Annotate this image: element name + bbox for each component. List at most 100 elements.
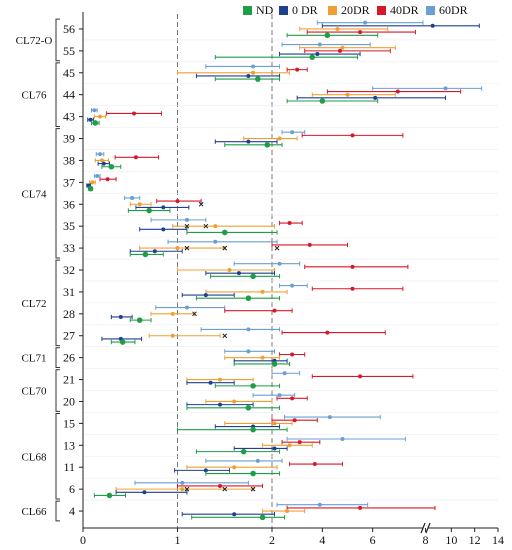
- point-31-40DR: [350, 286, 355, 291]
- point-13-60DR: [340, 436, 345, 441]
- point-44-40DR: [395, 89, 400, 94]
- x-marker: [184, 245, 190, 251]
- point-32-20DR: [227, 268, 232, 272]
- row-label-27: 27: [63, 329, 75, 343]
- x-tick-label: 4: [319, 533, 325, 547]
- row-label-44: 44: [63, 88, 75, 102]
- x-marker: [184, 486, 190, 492]
- point-35-60DR: [184, 217, 189, 222]
- point-26-60DR: [246, 349, 251, 354]
- point-56-40DR: [358, 30, 363, 35]
- point-43-ND: [92, 120, 99, 126]
- plot-marks: [86, 20, 483, 521]
- row-label-21: 21: [63, 373, 75, 387]
- point-55-0DR: [315, 52, 320, 57]
- point-44-20DR: [345, 92, 350, 97]
- point-36-40DR: [175, 199, 180, 204]
- point-21-40DR: [358, 374, 363, 379]
- x-markers: [184, 201, 280, 492]
- point-13-ND: [240, 448, 247, 455]
- x-tick-label: 2: [269, 533, 275, 547]
- legend-label-40DR: 40DR: [390, 3, 419, 17]
- point-6-60DR: [180, 480, 185, 485]
- point-55-60DR: [317, 42, 322, 47]
- legend-swatch-0DR: [279, 6, 288, 15]
- point-56-60DR: [363, 20, 368, 25]
- point-26-20DR: [260, 355, 265, 360]
- point-28-0DR: [118, 314, 123, 319]
- point-11-0DR: [203, 468, 208, 473]
- point-27-40DR: [325, 330, 330, 335]
- point-32-60DR: [277, 261, 282, 266]
- point-56-ND: [324, 32, 331, 39]
- point-26-ND: [271, 361, 278, 367]
- row-label-55: 55: [63, 44, 75, 58]
- point-35-40DR: [287, 221, 292, 226]
- row-label-32: 32: [63, 263, 75, 277]
- row-label-35: 35: [63, 219, 75, 233]
- x-marker: [222, 333, 228, 339]
- row-label-43: 43: [63, 110, 75, 124]
- legend-label-20DR: 20DR: [341, 3, 370, 17]
- x-tick-label: 6: [370, 533, 376, 547]
- point-36-0DR: [161, 205, 166, 210]
- point-43-60DR: [92, 108, 97, 113]
- point-13-20DR: [287, 443, 292, 448]
- row-label-11: 11: [63, 460, 75, 474]
- x-tick-label: 8: [423, 533, 429, 547]
- point-28-20DR: [170, 311, 175, 316]
- point-21-0DR: [208, 380, 213, 385]
- point-32-40DR: [350, 264, 355, 269]
- group-label: CL70: [21, 386, 47, 398]
- point-33-20DR: [175, 246, 180, 251]
- x-tick-label: 14: [492, 533, 504, 547]
- point-38-20DR: [99, 158, 104, 163]
- point-37-60DR: [95, 174, 100, 179]
- point-31-ND: [245, 295, 252, 302]
- row-label-38: 38: [63, 153, 75, 167]
- legend: ND 0 DR 20DR 40DR 60DR: [243, 3, 468, 17]
- row-label-20: 20: [63, 394, 75, 408]
- point-45-0DR: [246, 73, 251, 78]
- point-55-ND: [309, 54, 316, 60]
- group-bracket: [55, 62, 60, 127]
- point-4-20DR: [285, 509, 290, 514]
- point-11-60DR: [255, 458, 260, 463]
- point-44-60DR: [443, 86, 448, 91]
- point-33-0DR: [152, 249, 157, 254]
- x-tick-label: 0: [80, 533, 86, 547]
- point-38-ND: [108, 163, 115, 170]
- point-15-60DR: [327, 415, 332, 420]
- legend-swatch-60DR: [426, 6, 435, 15]
- point-20-20DR: [232, 399, 237, 404]
- point-20-ND: [245, 404, 252, 411]
- legend-label-60DR: 60DR: [439, 3, 468, 17]
- x-marker: [274, 245, 280, 251]
- point-39-20DR: [277, 136, 282, 141]
- point-21-20DR: [218, 377, 223, 382]
- point-11-ND: [250, 470, 256, 477]
- point-13-40DR: [297, 440, 302, 445]
- row-labels: 56 55 45 44 43 39 38 37 36 35 33 32 31 28 27 26 21 20 15 13…: [63, 22, 75, 518]
- point-55-40DR: [337, 48, 342, 53]
- group-bracket: [55, 500, 60, 522]
- point-32-ND: [250, 273, 256, 280]
- row-label-6: 6: [69, 482, 75, 496]
- point-27-20DR: [170, 333, 175, 338]
- group-label: CL66: [21, 506, 47, 518]
- point-39-0DR: [246, 139, 251, 144]
- point-45-40DR: [295, 67, 300, 72]
- point-37-40DR: [105, 177, 110, 182]
- group-label: CL72-O: [16, 35, 53, 47]
- point-36-60DR: [130, 195, 135, 200]
- legend-label-ND: ND: [256, 3, 274, 17]
- group-label: CL68: [21, 451, 47, 463]
- axis-break-mark: [425, 522, 431, 534]
- point-6-40DR: [218, 483, 223, 488]
- point-13-0DR: [272, 446, 277, 451]
- point-6-ND: [106, 492, 113, 499]
- point-44-ND: [319, 98, 326, 104]
- group-bracket: [55, 347, 60, 369]
- point-45-60DR: [251, 64, 256, 69]
- point-4-40DR: [358, 505, 363, 510]
